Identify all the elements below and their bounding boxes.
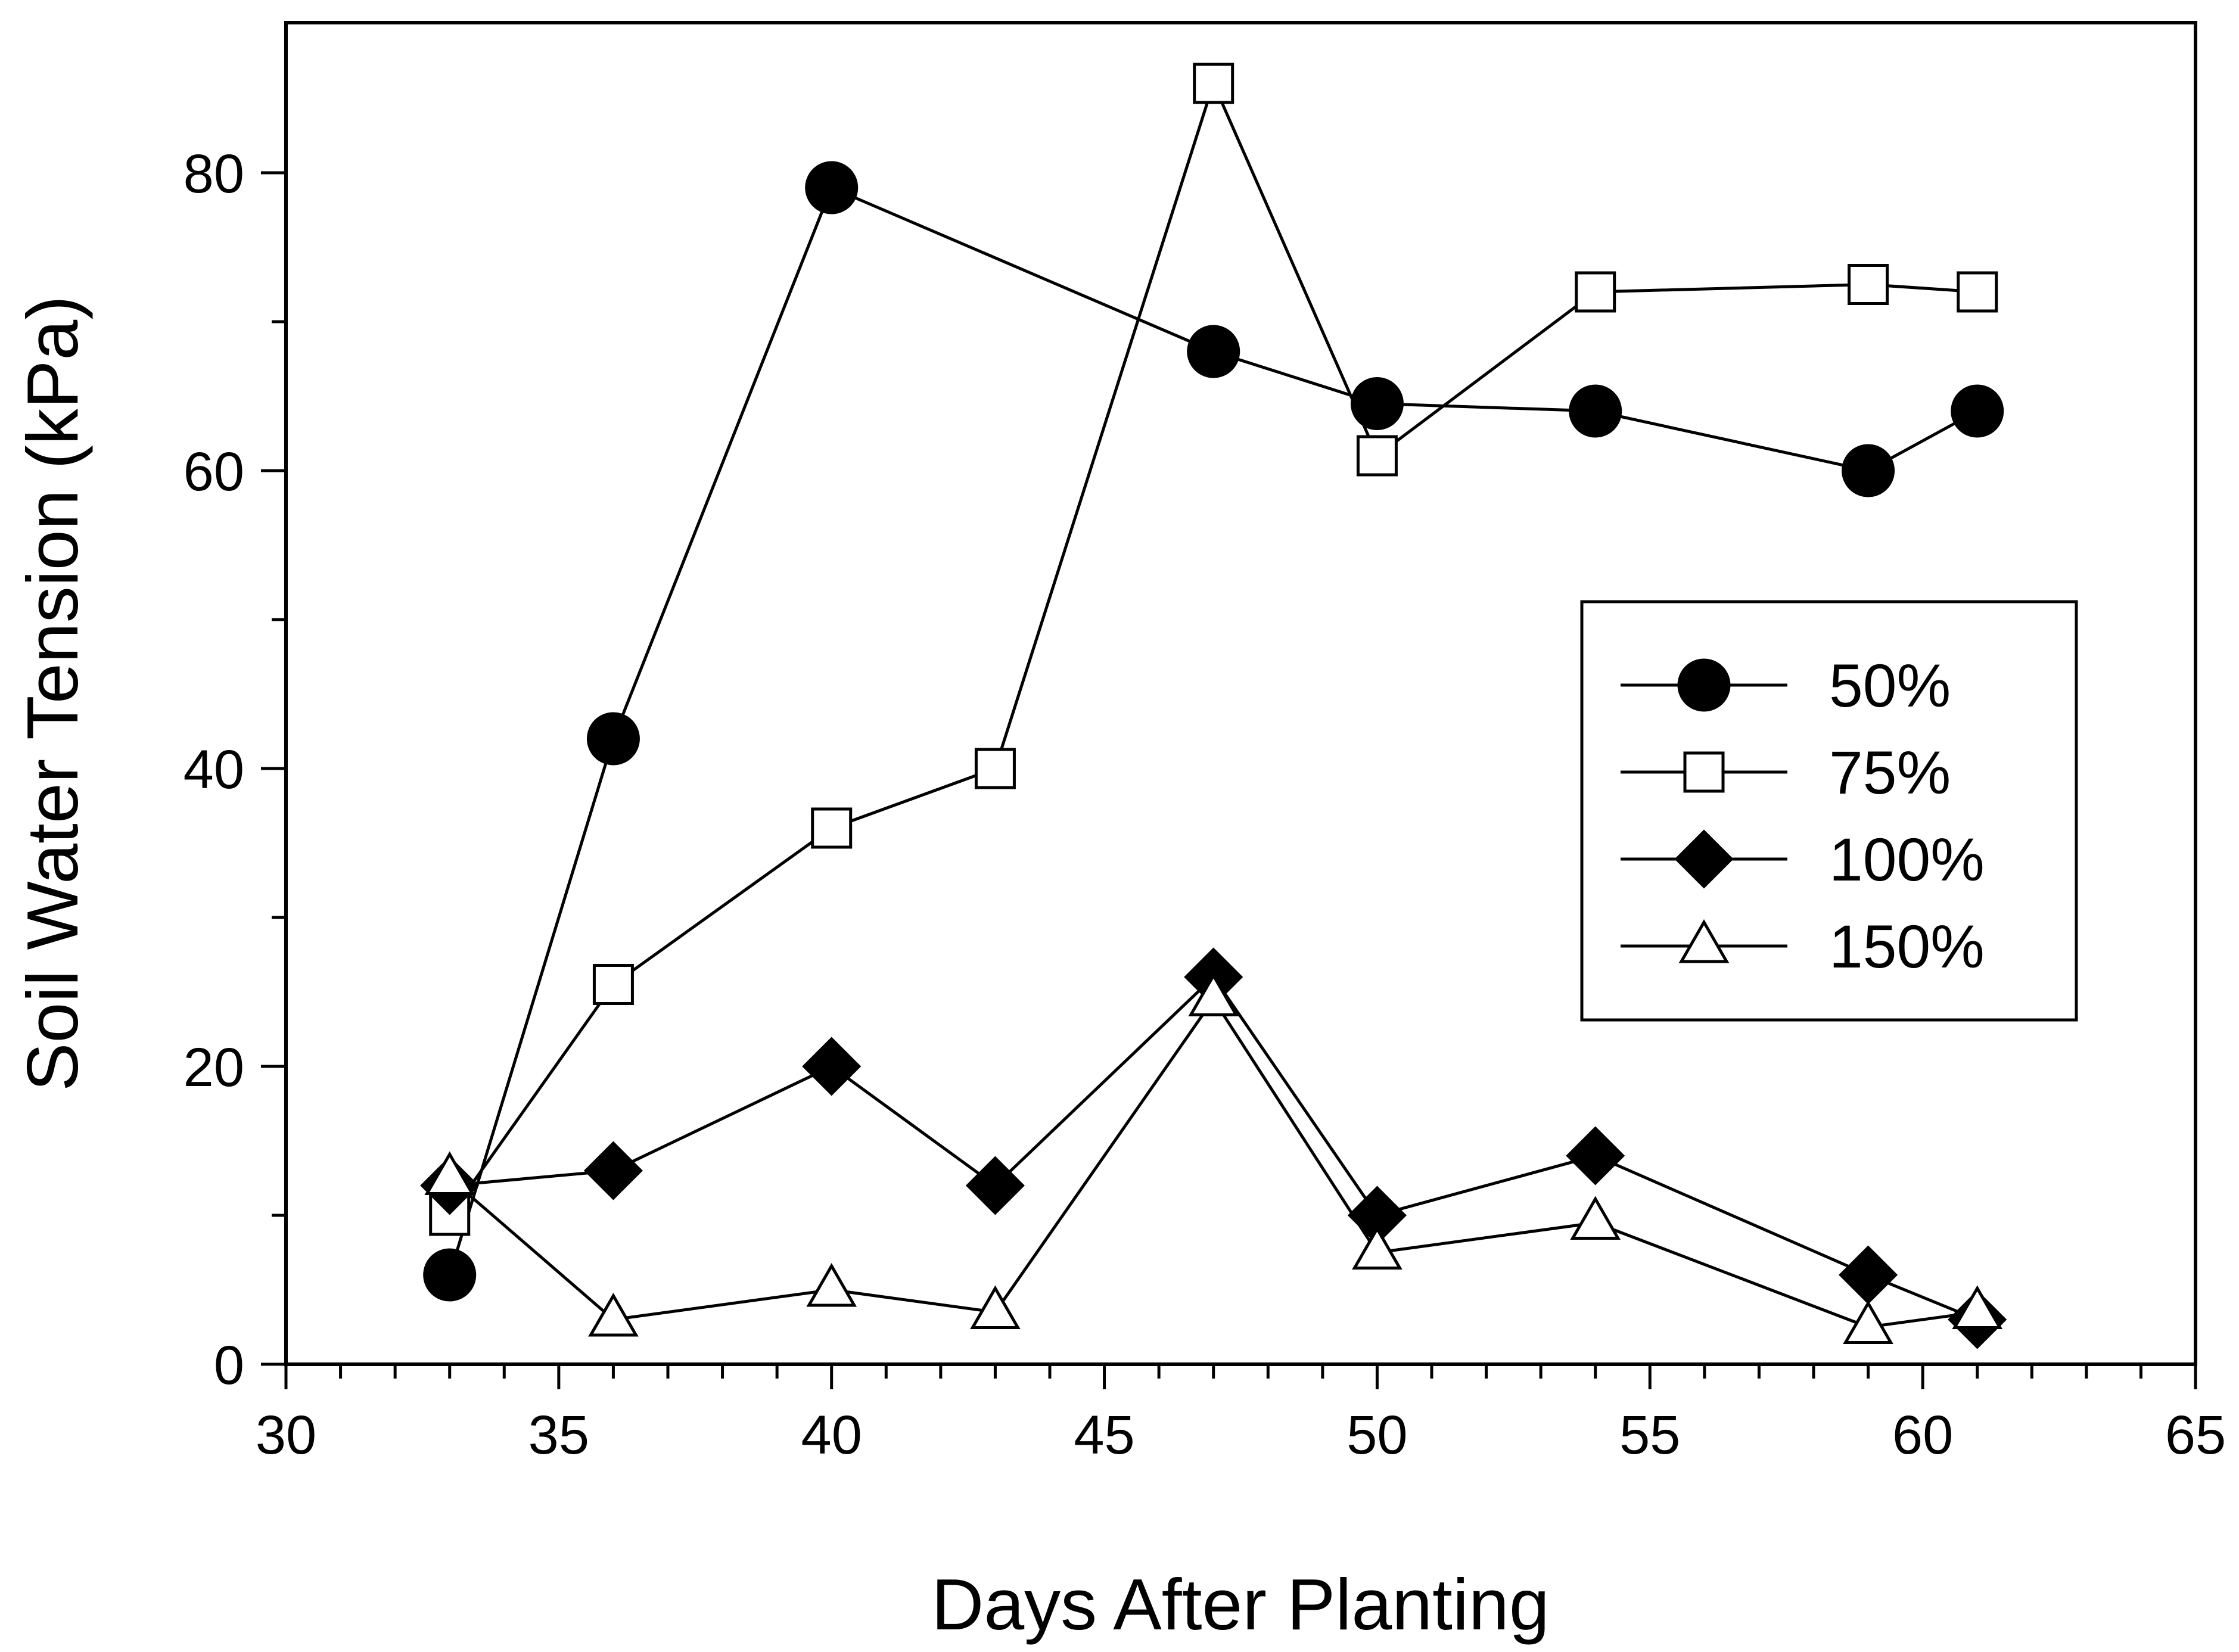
data-point	[806, 1262, 857, 1307]
data-point	[1957, 271, 1998, 313]
series-line	[449, 975, 1978, 1321]
data-point	[1952, 1285, 2003, 1329]
legend-item: 100%	[1621, 826, 1985, 894]
legend-marker	[1683, 751, 1725, 793]
data-point	[423, 1248, 477, 1302]
x-tick-label: 55	[1619, 1405, 1680, 1466]
series-50pct	[423, 161, 2004, 1302]
data-point	[1848, 264, 1889, 305]
data-point	[1193, 63, 1234, 104]
y-tick-label: 0	[214, 1335, 244, 1396]
series-line	[448, 185, 1978, 1275]
series-line	[449, 997, 1978, 1329]
legend-items: 50% 75% 100% 150%	[1621, 652, 1985, 981]
legend-box	[1580, 600, 2078, 1022]
series-75pct	[429, 63, 1998, 1236]
legend: 50% 75% 100% 150%	[1580, 600, 2078, 1022]
legend-label: 150%	[1829, 913, 1985, 981]
data-point	[965, 1156, 1025, 1215]
data-point	[802, 1037, 862, 1096]
data-point	[1566, 1126, 1625, 1186]
data-point	[811, 807, 853, 849]
x-tick-label: 40	[801, 1405, 862, 1466]
data-point	[974, 748, 1016, 789]
data-point	[588, 1292, 639, 1337]
series-layer	[420, 63, 2007, 1349]
data-point	[1350, 377, 1404, 430]
data-point	[1575, 271, 1616, 313]
x-tick-label: 65	[2165, 1405, 2226, 1466]
data-point	[1187, 325, 1240, 378]
x-axis-title: Days After Planting	[931, 1564, 1550, 1645]
data-point	[1356, 435, 1398, 477]
x-axis-ticks	[284, 1364, 2197, 1389]
legend-label: 100%	[1829, 826, 1985, 894]
legend-item: 50%	[1621, 652, 1951, 720]
y-axis-tick-labels: 0 20 40 60 80	[184, 144, 244, 1396]
y-tick-label: 60	[184, 441, 244, 502]
data-point	[1843, 1300, 1893, 1344]
legend-marker	[1678, 919, 1730, 963]
legend-item: 150%	[1621, 913, 1985, 981]
x-tick-label: 60	[1892, 1405, 1953, 1466]
series-150pct	[424, 972, 2003, 1344]
data-point	[805, 161, 859, 214]
legend-marker	[1674, 829, 1734, 889]
y-tick-label: 80	[184, 144, 244, 204]
x-tick-label: 30	[256, 1405, 316, 1466]
y-tick-label: 40	[184, 739, 244, 800]
y-tick-label: 20	[184, 1037, 244, 1098]
data-point	[586, 712, 640, 766]
y-axis-ticks	[261, 171, 286, 1366]
data-point	[1842, 444, 1895, 497]
x-axis-tick-labels: 30 35 40 45 50 55 60 65	[256, 1405, 2226, 1466]
data-point	[583, 1141, 643, 1200]
legend-marker	[1677, 658, 1731, 712]
data-point	[1352, 1225, 1403, 1270]
legend-item: 75%	[1621, 739, 1951, 807]
data-point	[424, 1151, 475, 1195]
y-axis-title: Soil Water Tension (kPa)	[12, 295, 93, 1091]
legend-label: 50%	[1829, 652, 1951, 720]
data-point	[1570, 1196, 1621, 1240]
plot-frame	[284, 21, 2197, 1366]
data-point	[1951, 384, 2004, 438]
data-point	[1839, 1245, 1898, 1305]
x-tick-label: 35	[528, 1405, 589, 1466]
x-tick-label: 50	[1346, 1405, 1407, 1466]
legend-label: 75%	[1829, 739, 1951, 807]
data-point	[1569, 384, 1622, 438]
x-tick-label: 45	[1074, 1405, 1134, 1466]
data-point	[1188, 972, 1239, 1016]
data-point	[592, 964, 634, 1005]
data-point	[970, 1285, 1021, 1329]
